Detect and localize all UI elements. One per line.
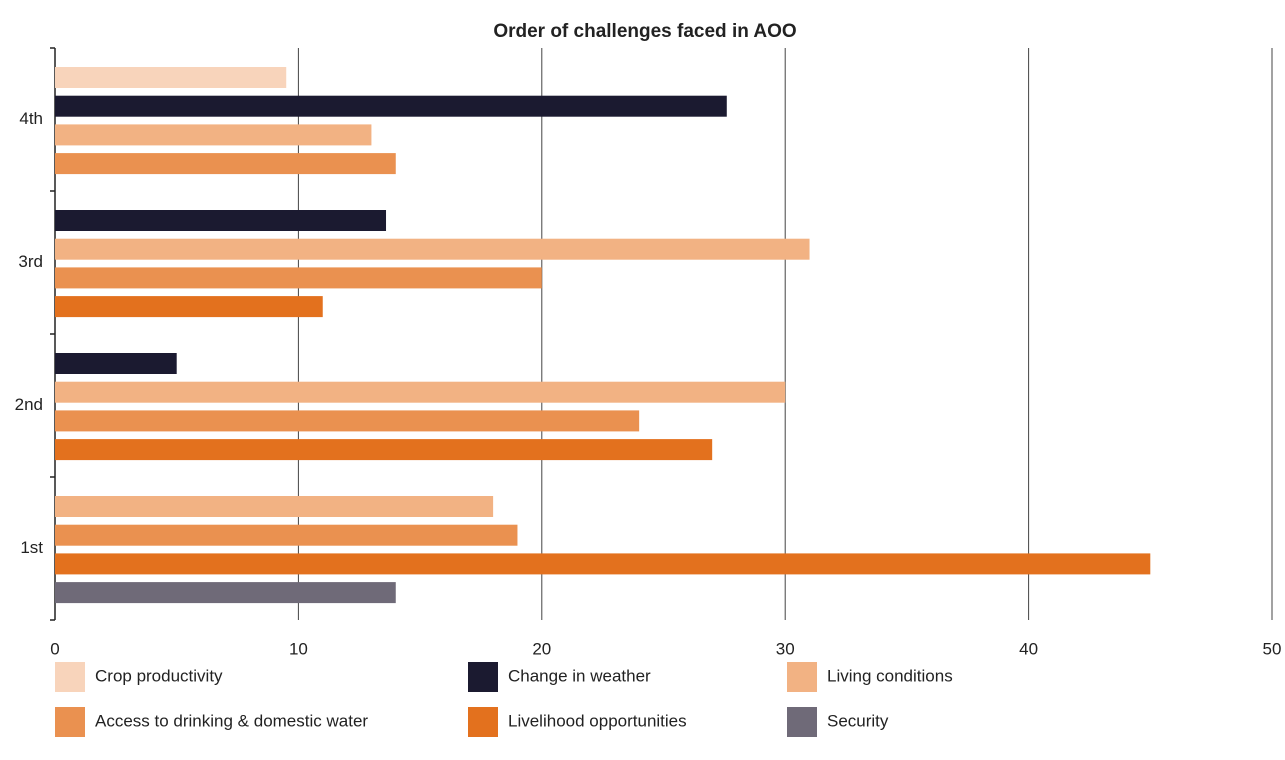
x-tick-label: 30 xyxy=(776,639,795,658)
bar xyxy=(55,95,727,117)
chart-title: Order of challenges faced in AOO xyxy=(493,21,796,42)
legend-label: Change in weather xyxy=(508,666,651,685)
x-tick-label: 20 xyxy=(532,639,551,658)
bar xyxy=(55,296,323,318)
bar xyxy=(55,410,640,432)
x-tick-label: 0 xyxy=(50,639,59,658)
legend-label: Access to drinking & domestic water xyxy=(95,711,368,730)
bar xyxy=(55,439,713,461)
bar xyxy=(55,210,387,231)
legend-swatch xyxy=(468,662,498,692)
legend-swatch xyxy=(55,662,85,692)
legend-label: Crop productivity xyxy=(95,666,223,685)
y-tick-label: 1st xyxy=(20,538,43,557)
y-tick-label: 4th xyxy=(19,109,43,128)
x-tick-label: 10 xyxy=(289,639,308,658)
bar xyxy=(55,238,810,260)
y-tick-label: 2nd xyxy=(15,395,43,414)
bar xyxy=(55,553,1151,575)
legend-swatch xyxy=(55,707,85,737)
bar xyxy=(55,124,372,146)
legend-swatch xyxy=(468,707,498,737)
legend-label: Security xyxy=(827,711,889,730)
legend-label: Livelihood opportunities xyxy=(508,711,687,730)
legend-label: Living conditions xyxy=(827,666,953,685)
legend-swatch xyxy=(787,707,817,737)
bar xyxy=(55,267,542,289)
y-tick-label: 3rd xyxy=(18,252,43,271)
legend-swatch xyxy=(787,662,817,692)
bar xyxy=(55,496,494,517)
x-tick-label: 40 xyxy=(1019,639,1038,658)
bar xyxy=(55,67,287,88)
bar xyxy=(55,582,396,604)
bar xyxy=(55,381,786,403)
bar xyxy=(55,524,518,546)
bar xyxy=(55,353,177,374)
bar xyxy=(55,153,396,175)
x-tick-label: 50 xyxy=(1263,639,1282,658)
